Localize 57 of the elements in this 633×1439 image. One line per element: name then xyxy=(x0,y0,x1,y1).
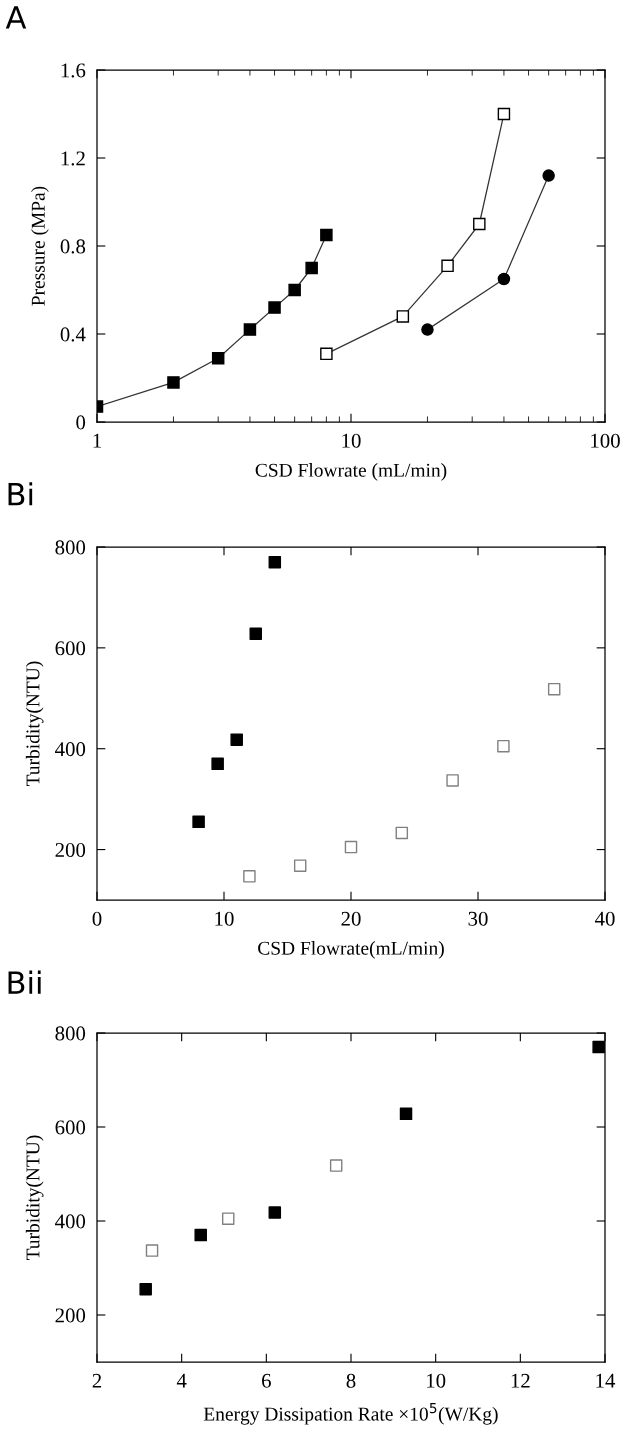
point xyxy=(192,815,205,829)
point xyxy=(395,826,409,840)
point xyxy=(446,774,459,787)
point xyxy=(268,1206,282,1219)
y-tick-label: 800 xyxy=(55,1026,86,1041)
x-tick-label: 14 xyxy=(596,1373,616,1388)
y-axis-title: Turbidity(NTU) xyxy=(25,661,44,786)
chart-title: Bii xyxy=(8,970,41,994)
x-axis-title: CSD Flowrate (mL/min) xyxy=(255,463,447,481)
point xyxy=(497,739,510,753)
point xyxy=(221,1212,235,1225)
y-tick-label: 600 xyxy=(55,1120,86,1135)
chart-title: Bi xyxy=(8,482,33,506)
point xyxy=(399,1107,413,1121)
y-tick-label: 1.2 xyxy=(61,151,85,166)
x-tick-label: 10 xyxy=(427,1373,446,1388)
x-tick-label: 12 xyxy=(511,1373,530,1388)
point xyxy=(211,757,224,771)
point xyxy=(329,1159,343,1172)
x-tick-label: 30 xyxy=(468,911,488,926)
y-tick-label: 200 xyxy=(55,842,86,857)
x-tick-label: 2 xyxy=(92,1373,102,1388)
point xyxy=(139,1282,152,1296)
point xyxy=(293,859,307,872)
y-tick-label: 400 xyxy=(55,742,86,757)
x-tick-label: 20 xyxy=(341,911,361,926)
y-tick-label: 800 xyxy=(55,540,86,555)
y-axis-title: Turbidity(NTU) xyxy=(25,1135,44,1260)
x-tick-label: 8 xyxy=(346,1373,356,1388)
point xyxy=(249,627,263,640)
point xyxy=(592,1040,605,1054)
y-tick-label: 1.6 xyxy=(61,63,86,78)
x-tick-label: 4 xyxy=(176,1373,187,1388)
point xyxy=(344,840,358,854)
point xyxy=(243,870,256,883)
y-tick-label: 400 xyxy=(55,1214,86,1229)
x-axis-title: CSD Flowrate(mL/min) xyxy=(258,941,444,959)
chart-title: A xyxy=(5,6,27,29)
point xyxy=(547,682,561,696)
x-tick-label: 10 xyxy=(215,911,234,926)
y-tick-label: 0 xyxy=(76,415,86,430)
point xyxy=(230,733,243,746)
x-tick-label: 6 xyxy=(262,1373,271,1388)
y-axis-title: Pressure (MPa) xyxy=(31,186,49,306)
x-tick-label: 1 xyxy=(93,433,101,448)
point xyxy=(145,1244,159,1257)
point xyxy=(268,555,282,569)
y-tick-label: 0.8 xyxy=(60,239,86,254)
x-tick-label: 100 xyxy=(591,433,620,448)
x-tick-label: 10 xyxy=(342,433,361,448)
y-tick-label: 0.4 xyxy=(60,327,86,342)
x-tick-label: 40 xyxy=(594,911,615,926)
x-tick-label: 0 xyxy=(92,911,102,926)
y-tick-label: 200 xyxy=(55,1308,86,1323)
y-tick-label: 600 xyxy=(55,641,86,656)
x-axis-title: Energy Dissipation Rate ×10$^{5}$(W/Kg) xyxy=(203,1403,498,1425)
point xyxy=(194,1228,207,1242)
